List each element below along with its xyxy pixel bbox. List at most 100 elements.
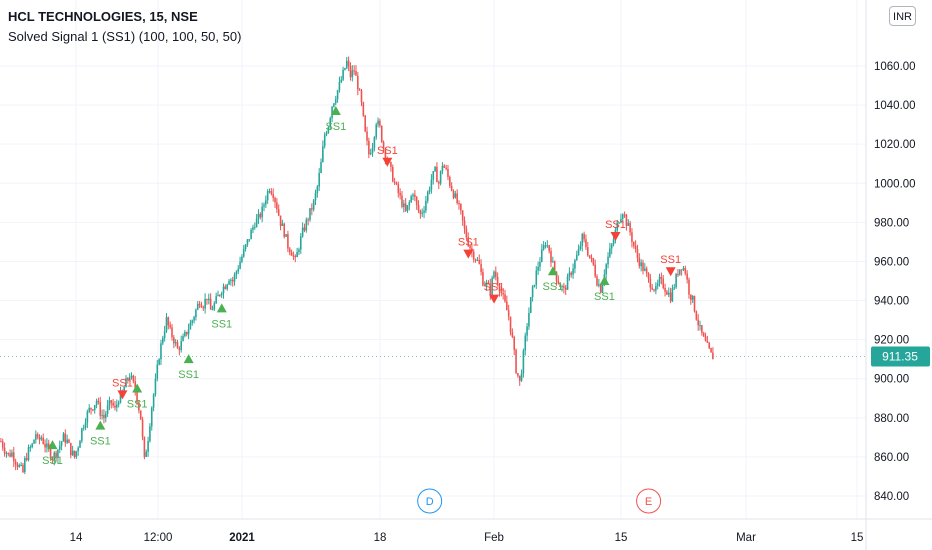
sell-signal: SS1: [605, 219, 626, 242]
candle: [697, 314, 699, 331]
candle: [478, 254, 481, 265]
candle-body: [86, 411, 89, 423]
candle: [443, 164, 446, 169]
candle: [217, 290, 219, 297]
candle-body: [397, 184, 400, 193]
candle-body: [150, 407, 153, 427]
signal-markers: SS1 SS1 SS1 SS1 SS1 SS1 SS1 SS1 SS1 SS1 SS1 SS1 SS1 S…: [42, 105, 681, 467]
candle-body: [476, 259, 479, 261]
candle-body: [266, 191, 269, 201]
candle: [620, 213, 622, 224]
candle-body: [577, 249, 580, 255]
candle: [649, 273, 652, 292]
candle-body: [178, 348, 181, 350]
candle-body: [29, 447, 32, 449]
candle: [458, 200, 460, 210]
candle-body: [68, 439, 70, 443]
candle: [246, 239, 249, 247]
candle-body: [158, 359, 160, 365]
candle-body: [248, 239, 251, 241]
candle: [110, 399, 113, 409]
sell-arrow-icon: [489, 294, 500, 304]
candle-body: [174, 342, 177, 344]
candle-body: [660, 276, 663, 279]
candle: [309, 208, 311, 222]
y-tick-label: 920.00: [874, 335, 909, 347]
candle-body: [561, 286, 563, 288]
event-marker[interactable]: D: [417, 488, 443, 514]
candle: [377, 117, 379, 128]
candle: [150, 406, 153, 431]
candle: [690, 294, 692, 305]
candle: [158, 358, 160, 366]
candle-body: [242, 248, 245, 257]
candle-body: [303, 227, 306, 231]
candle-body: [605, 264, 607, 275]
candle: [404, 198, 407, 212]
candle-body: [684, 268, 687, 274]
candle-body: [11, 452, 13, 457]
candle-body: [443, 165, 446, 168]
candle: [307, 217, 309, 226]
candle-body: [16, 464, 19, 467]
candle: [437, 180, 440, 190]
x-tick-label: Mar: [736, 532, 756, 544]
candle-body: [64, 433, 67, 443]
candle-body: [220, 293, 223, 296]
candle-body: [546, 245, 549, 247]
candle: [366, 126, 368, 146]
buy-arrow-icon: [330, 105, 341, 115]
candle-body: [55, 452, 57, 458]
candle-body: [555, 271, 558, 281]
candle-body: [623, 214, 626, 216]
candle-body: [461, 210, 464, 221]
signal-label: SS1: [90, 436, 111, 448]
candle-body: [5, 452, 8, 454]
candle-body: [548, 245, 550, 252]
candle-body: [311, 208, 313, 210]
candle: [629, 220, 631, 236]
event-marker[interactable]: E: [636, 488, 662, 514]
candle-body: [596, 276, 598, 286]
candle-body: [270, 191, 273, 195]
candle: [299, 233, 302, 254]
indicator-legend[interactable]: Solved Signal 1 (SS1) (100, 100, 50, 50): [8, 29, 242, 44]
candle: [590, 254, 593, 263]
candle: [112, 398, 114, 408]
candle-body: [116, 404, 118, 408]
candle-body: [690, 294, 692, 300]
candle-body: [581, 234, 584, 246]
candle-body: [579, 245, 582, 250]
candle: [528, 307, 530, 330]
candle: [680, 269, 683, 276]
candle: [207, 293, 210, 305]
candle: [412, 192, 414, 201]
candle: [103, 409, 105, 424]
candle: [682, 265, 685, 272]
candle: [625, 213, 628, 231]
candle-body: [480, 263, 482, 272]
candle: [244, 243, 247, 252]
candle-body: [542, 245, 545, 250]
candle: [200, 301, 203, 308]
candle: [231, 276, 234, 287]
candle-body: [35, 434, 37, 440]
candle-body: [366, 131, 368, 141]
candle: [38, 434, 41, 445]
sell-arrow-icon: [610, 232, 621, 242]
candle-body: [450, 185, 453, 191]
signal-label: SS1: [325, 121, 346, 133]
candle-body: [344, 68, 346, 70]
buy-signal: SS1: [42, 440, 63, 467]
candle: [610, 243, 613, 255]
candle-body: [90, 407, 92, 410]
candle: [414, 190, 416, 202]
candle-body: [279, 215, 282, 226]
candle: [487, 280, 490, 285]
candle-body: [629, 223, 631, 233]
candle-body: [237, 268, 240, 272]
candle: [379, 118, 381, 128]
currency-button[interactable]: INR: [889, 6, 916, 26]
candle-body: [231, 279, 234, 282]
